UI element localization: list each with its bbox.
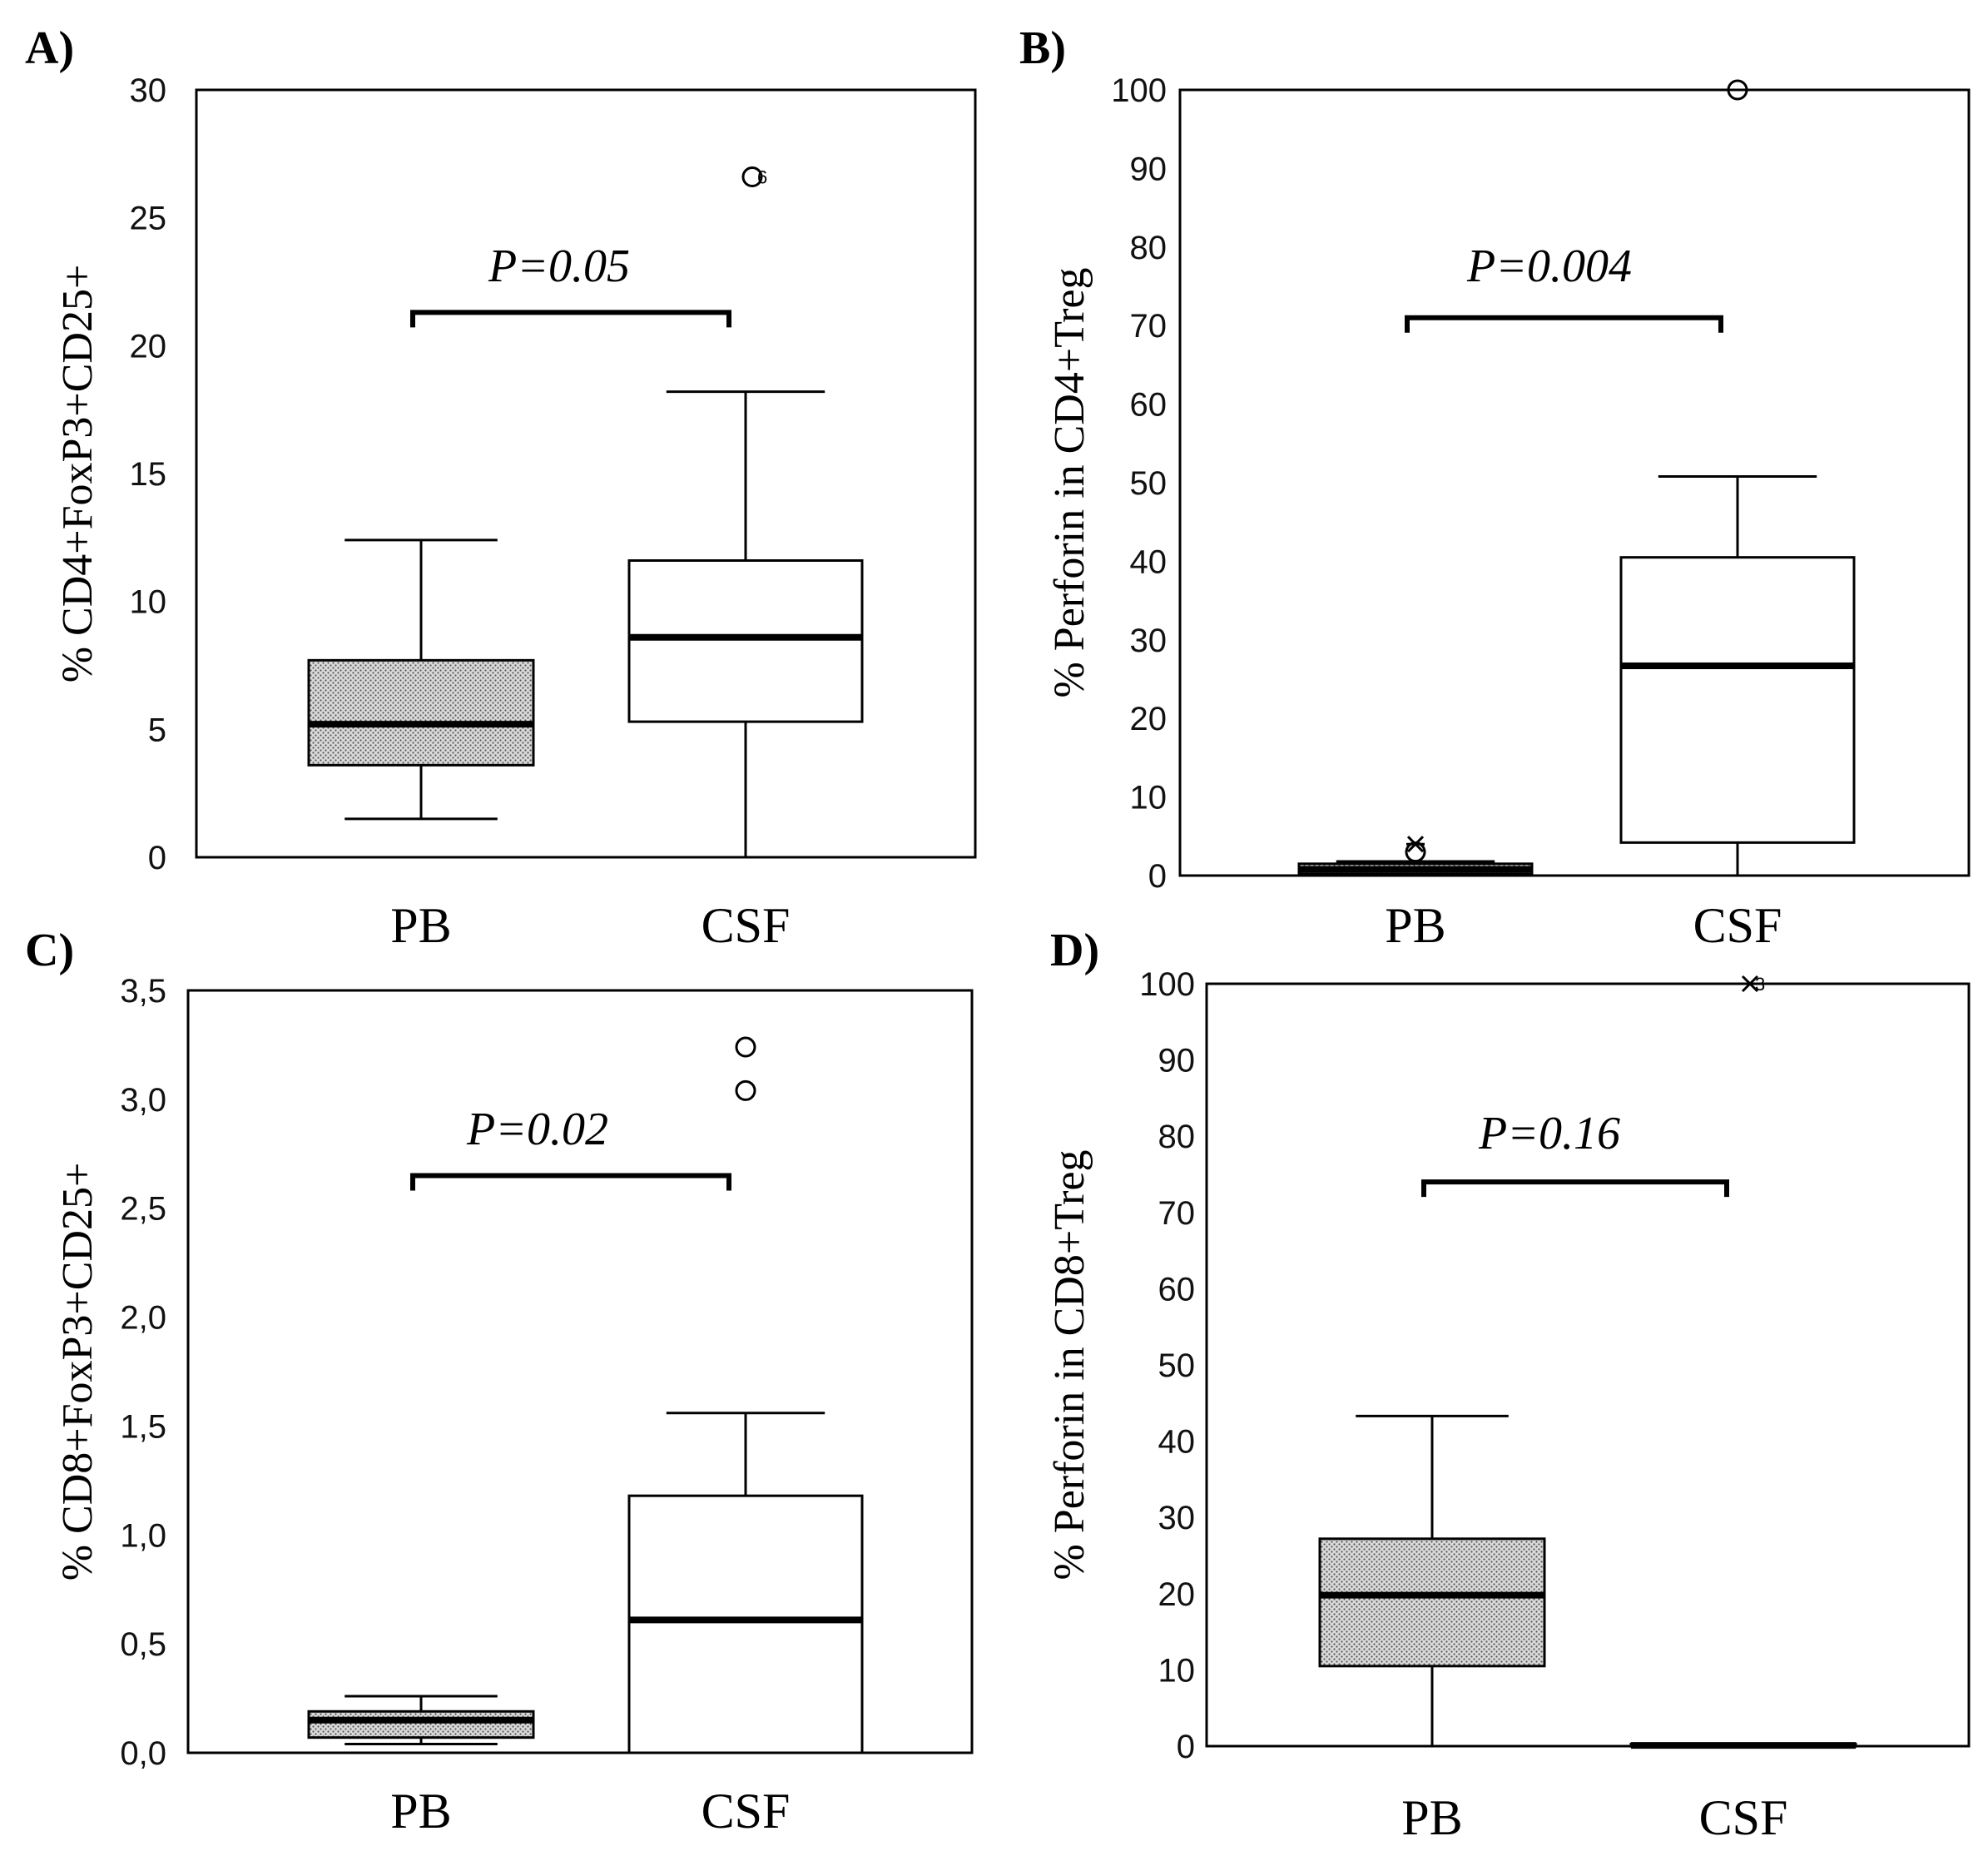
panel-a-ytick-label: 0	[148, 840, 166, 876]
panel-b-csf-outlier-circle	[1727, 79, 1748, 101]
panel-a-xlabel-pb: PB	[390, 898, 451, 953]
panel-d-csf-outlier-label: 3	[1755, 974, 1765, 995]
panel-a-xlabel-csf: CSF	[702, 898, 791, 953]
panel-a-letter: A)	[25, 22, 74, 74]
panel-d: D) 0 10 20 30 40 50 60 70 80 90 100 3 % Perforin i…	[1046, 925, 1971, 1845]
panel-b: B) 0 10 20 30 40 50 60 70 80 90 100 % Perforin in …	[1019, 22, 1971, 953]
panel-b-yticks: 0 10 20 30 40 50 60 70 80 90 100	[1111, 72, 1167, 895]
panel-d-ytick-label: 50	[1158, 1347, 1196, 1384]
panel-d-ytick-label: 70	[1158, 1195, 1196, 1232]
panel-c-ytick-label: 1,0	[120, 1517, 166, 1554]
panel-d-ylabel: % Perforin in CD8+Treg	[1046, 1149, 1093, 1580]
panel-c-pvalue: P=0.02	[466, 1104, 608, 1155]
panel-a-pb-box	[307, 658, 535, 767]
panel-c-ytick-label: 3,0	[120, 1082, 166, 1119]
panel-a-ytick-label: 5	[148, 712, 166, 748]
panel-c-yticks: 0,0 0,5 1,0 1,5 2,0 2,5 3,0 3,5	[120, 973, 166, 1772]
panel-c-ytick-label: 0,5	[120, 1626, 166, 1663]
panel-d-marks: 3	[1318, 974, 1857, 1749]
panel-b-ytick-label: 30	[1130, 623, 1168, 659]
panel-c-ytick-label: 2,0	[120, 1300, 166, 1337]
panel-d-pvalue: P=0.16	[1478, 1108, 1620, 1159]
panel-d-pb-box	[1318, 1537, 1546, 1668]
panel-b-ytick-label: 50	[1130, 465, 1168, 502]
panel-d-ytick-label: 20	[1158, 1576, 1196, 1613]
panel-a-ytick-label: 25	[130, 201, 167, 237]
panel-b-pvalue: P=0.004	[1466, 241, 1632, 292]
panel-a-csf-box	[627, 558, 864, 723]
panel-b-ytick-label: 100	[1111, 72, 1167, 109]
panel-d-letter: D)	[1050, 925, 1099, 976]
panel-c-xlabel-csf: CSF	[702, 1784, 791, 1839]
panel-d-ytick-label: 0	[1177, 1729, 1195, 1765]
panel-b-csf-box	[1619, 556, 1856, 844]
panel-b-ylabel: % Perforin in CD4+Treg	[1046, 267, 1093, 697]
panel-c-pb-box	[307, 1710, 535, 1739]
panel-a-ylabel: % CD4+FoxP3+CD25+	[54, 265, 102, 683]
panel-b-ytick-label: 80	[1130, 230, 1168, 266]
panel-a: A) 0 5 10 15 20 25 30 6 % CD4+FoxP3+CD25+ PB C…	[25, 22, 977, 953]
panel-a-ytick-label: 15	[130, 456, 167, 493]
panel-b-significance-bracket	[1405, 315, 1723, 333]
panel-d-ytick-label: 30	[1158, 1500, 1196, 1536]
panel-d-ytick-label: 80	[1158, 1119, 1196, 1155]
panel-d-ytick-label: 90	[1158, 1043, 1196, 1079]
panel-a-ytick-label: 10	[130, 584, 167, 621]
panel-b-ytick-label: 60	[1130, 387, 1168, 424]
panel-b-ytick-label: 0	[1148, 858, 1167, 895]
panel-a-csf-outlier-circle	[741, 166, 763, 187]
panel-d-xlabel-pb: PB	[1401, 1790, 1462, 1845]
panel-d-xlabel-csf: CSF	[1699, 1790, 1788, 1845]
panel-b-ytick-label: 10	[1130, 780, 1168, 816]
panel-a-significance-bracket	[410, 310, 731, 328]
panel-b-ytick-label: 20	[1130, 701, 1168, 737]
panel-c-ylabel: % CD8+FoxP3+CD25+	[54, 1163, 102, 1581]
panel-b-letter: B)	[1019, 22, 1066, 74]
panel-c-xlabel-pb: PB	[390, 1784, 451, 1839]
panel-c: C) 0,0 0,5 1,0 1,5 2,0 2,5 3,0 3,5 % CD8+FoxP3+…	[25, 925, 974, 1839]
panel-a-plot-frame	[195, 88, 977, 859]
panel-d-ytick-label: 40	[1158, 1424, 1196, 1461]
panel-c-csf-box	[627, 1494, 864, 1754]
panel-b-xlabel-pb: PB	[1385, 898, 1445, 953]
panel-c-csf-outlier-circle	[735, 1036, 756, 1058]
panel-a-yticks: 0 5 10 15 20 25 30	[130, 72, 167, 876]
panel-c-significance-bracket	[410, 1173, 731, 1191]
panel-a-ytick-label: 20	[130, 328, 167, 365]
panel-c-letter: C)	[25, 925, 74, 976]
panel-d-plot-frame	[1205, 982, 1971, 1748]
panel-a-marks: 6	[307, 166, 864, 857]
panel-d-ytick-label: 10	[1158, 1652, 1196, 1689]
panel-c-ytick-label: 1,5	[120, 1408, 166, 1445]
panel-c-marks	[307, 1036, 864, 1754]
panel-b-marks	[1297, 79, 1856, 876]
panel-a-ytick-label: 30	[130, 72, 167, 109]
panel-b-ytick-label: 40	[1130, 543, 1168, 580]
panel-c-plot-frame	[186, 989, 974, 1754]
panel-d-ytick-label: 100	[1139, 966, 1195, 1003]
panel-b-ytick-label: 90	[1130, 151, 1168, 187]
panel-c-csf-outlier-circle	[735, 1079, 756, 1101]
panel-a-pvalue: P=0.05	[488, 241, 630, 292]
panel-d-yticks: 0 10 20 30 40 50 60 70 80 90 100	[1139, 966, 1195, 1765]
panel-d-ytick-label: 60	[1158, 1271, 1196, 1308]
panel-b-xlabel-csf: CSF	[1693, 898, 1782, 953]
panel-c-ytick-label: 0,0	[120, 1735, 166, 1772]
panel-c-ytick-label: 3,5	[120, 973, 166, 1010]
panel-c-ytick-label: 2,5	[120, 1191, 166, 1228]
panel-b-ytick-label: 70	[1130, 308, 1168, 345]
panel-a-csf-outlier-label: 6	[757, 166, 767, 187]
panel-b-pb-outlier-star	[1406, 836, 1425, 853]
panel-d-csf-outlier-star	[1741, 975, 1759, 993]
panel-d-significance-bracket	[1421, 1179, 1729, 1198]
panel-b-plot-frame	[1178, 88, 1971, 877]
